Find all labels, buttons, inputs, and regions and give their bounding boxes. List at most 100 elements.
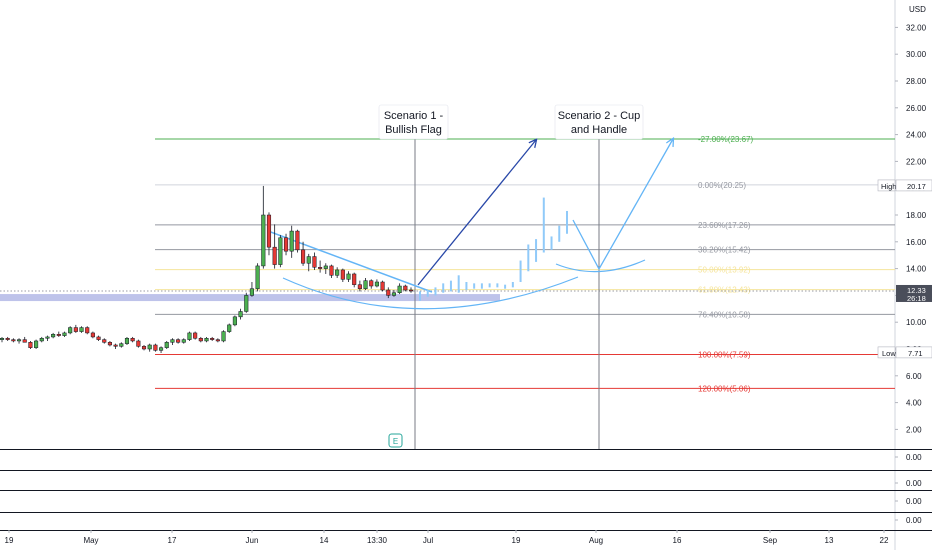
- candle-body-down: [329, 265, 334, 276]
- candle: [283, 233, 289, 256]
- fib-level-label: 120.00%(5.06): [698, 384, 751, 393]
- candle-body-down: [113, 344, 118, 347]
- time-tick-label: Jul: [423, 536, 433, 545]
- candle-body-up: [204, 338, 209, 342]
- projection-bar: [465, 282, 468, 291]
- candle-body-up: [79, 327, 84, 332]
- candle-body-down: [136, 340, 141, 347]
- candle-body-up: [45, 336, 50, 339]
- candle-body-down: [22, 339, 27, 343]
- time-tick-label: Jun: [246, 536, 259, 545]
- candle: [266, 212, 272, 256]
- candle: [5, 336, 10, 341]
- projection-bar: [457, 275, 460, 293]
- candle: [363, 277, 368, 291]
- earnings-marker[interactable]: E: [388, 433, 403, 448]
- current-tag-value: 12.33: [907, 286, 926, 295]
- candle-body-up: [289, 230, 294, 252]
- candle: [176, 338, 181, 344]
- callout-title-line2: Bullish Flag: [385, 124, 442, 136]
- candle: [295, 229, 300, 253]
- candle-body-up: [51, 334, 56, 338]
- callout-box: [378, 104, 449, 140]
- candle-body-down: [176, 339, 181, 343]
- candle: [261, 185, 266, 269]
- projection-bar: [442, 283, 445, 293]
- low-price-tag: Low 7.71: [877, 346, 932, 359]
- candle-body-down: [56, 334, 61, 336]
- projection-bar: [434, 287, 437, 296]
- price-tick-label: 24.00: [906, 131, 927, 140]
- candle: [255, 263, 260, 292]
- price-tick-label: 4.00: [906, 399, 922, 408]
- candle: [374, 279, 379, 288]
- candle-body-up: [170, 339, 175, 343]
- candle: [408, 287, 414, 293]
- candle-body-up: [119, 343, 124, 347]
- candle: [68, 326, 73, 335]
- candle: [124, 336, 130, 345]
- projection-bar: [449, 280, 452, 292]
- candle-body-down: [266, 214, 272, 248]
- candle-body-up: [16, 339, 22, 342]
- candle: [96, 335, 101, 341]
- candle-body-down: [73, 327, 78, 332]
- time-tick-label: Aug: [589, 536, 603, 545]
- fib-level-label: 50.00%(13.92): [698, 266, 751, 275]
- candle: [238, 308, 243, 320]
- candle-body-down: [85, 327, 90, 334]
- scenario-1-callout: Scenario 1 - Bullish Flag: [378, 104, 449, 140]
- candle: [181, 338, 186, 344]
- low-value-box: [895, 346, 932, 359]
- projection-bar: [496, 283, 499, 288]
- candle-body-down: [102, 339, 107, 343]
- candle-body-down: [340, 269, 345, 280]
- candle: [102, 338, 107, 344]
- candle-body-up: [244, 295, 249, 312]
- callout-box: [554, 104, 644, 140]
- price-tick-label: 30.00: [906, 50, 927, 59]
- candle-body-down: [408, 289, 414, 292]
- callout-title-line1: Scenario 1 -: [384, 110, 444, 122]
- candle: [45, 335, 50, 341]
- projection-bar: [542, 197, 545, 253]
- candle-body-down: [283, 237, 289, 252]
- projection-bar: [535, 239, 538, 262]
- earnings-marker-box[interactable]: [388, 433, 403, 448]
- candle: [215, 338, 220, 343]
- price-tick-label: 28.00: [906, 77, 927, 86]
- time-tick-label: 13: [825, 536, 834, 545]
- candle: [147, 343, 152, 352]
- candle: [232, 315, 237, 327]
- candle: [39, 336, 44, 343]
- candle: [141, 344, 147, 351]
- candle: [323, 263, 328, 274]
- callout-title-line2: and Handle: [571, 124, 627, 136]
- candle-body-up: [249, 288, 254, 296]
- candle: [386, 287, 391, 299]
- candle-body-down: [11, 339, 16, 342]
- candle-body-up: [34, 340, 39, 348]
- candle-body-up: [255, 265, 260, 289]
- candle: [301, 241, 306, 266]
- candle-body-down: [386, 289, 391, 296]
- earnings-marker-label: E: [393, 437, 398, 446]
- candle-body-down: [107, 342, 112, 346]
- candle-body-down: [312, 256, 317, 268]
- candle-body-up: [397, 285, 402, 293]
- scenario-2-callout: Scenario 2 - Cup and Handle: [554, 104, 644, 140]
- candle-body-down: [295, 230, 300, 251]
- scenario-2-arrow: [572, 139, 673, 271]
- candle: [119, 342, 124, 348]
- projection-bar: [527, 244, 530, 272]
- projection-bar: [550, 236, 553, 250]
- candle: [11, 338, 16, 343]
- low-tag-label: Low: [882, 349, 896, 358]
- candle-body-up: [227, 324, 232, 332]
- candle: [51, 332, 56, 339]
- indicator-pane-3-tick-label: 0.00: [906, 516, 922, 525]
- current-tag-box: [896, 284, 932, 302]
